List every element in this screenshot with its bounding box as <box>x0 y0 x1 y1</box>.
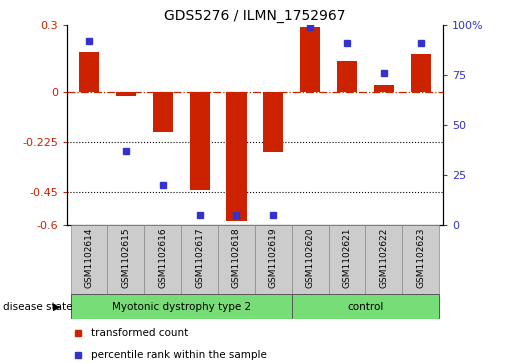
Text: GSM1102615: GSM1102615 <box>122 227 130 288</box>
Text: GSM1102616: GSM1102616 <box>158 227 167 288</box>
Bar <box>181 225 218 294</box>
Bar <box>300 26 320 92</box>
Text: GSM1102623: GSM1102623 <box>416 227 425 287</box>
Text: ▶: ▶ <box>53 302 61 312</box>
Text: Myotonic dystrophy type 2: Myotonic dystrophy type 2 <box>112 302 251 312</box>
Bar <box>71 225 108 294</box>
Bar <box>329 225 366 294</box>
Text: disease state: disease state <box>3 302 72 312</box>
Bar <box>144 225 181 294</box>
Bar <box>218 225 255 294</box>
Bar <box>71 294 292 319</box>
Bar <box>410 54 431 92</box>
Text: GSM1102621: GSM1102621 <box>342 227 352 287</box>
Text: GSM1102617: GSM1102617 <box>195 227 204 288</box>
Bar <box>108 225 144 294</box>
Bar <box>152 92 173 132</box>
Bar <box>263 92 283 152</box>
Bar <box>227 92 247 221</box>
Text: GSM1102614: GSM1102614 <box>84 227 94 287</box>
Bar <box>292 294 439 319</box>
Text: percentile rank within the sample: percentile rank within the sample <box>91 350 267 360</box>
Bar <box>337 61 357 92</box>
Bar <box>366 225 402 294</box>
Text: GSM1102618: GSM1102618 <box>232 227 241 288</box>
Bar <box>255 225 292 294</box>
Text: GSM1102620: GSM1102620 <box>306 227 315 287</box>
Bar <box>292 225 329 294</box>
Bar <box>374 85 394 92</box>
Bar <box>402 225 439 294</box>
Text: GSM1102619: GSM1102619 <box>269 227 278 288</box>
Bar <box>190 92 210 189</box>
Bar <box>116 92 136 97</box>
Title: GDS5276 / ILMN_1752967: GDS5276 / ILMN_1752967 <box>164 9 346 23</box>
Text: transformed count: transformed count <box>91 328 188 338</box>
Text: control: control <box>347 302 384 312</box>
Text: GSM1102622: GSM1102622 <box>380 227 388 287</box>
Bar <box>79 52 99 92</box>
